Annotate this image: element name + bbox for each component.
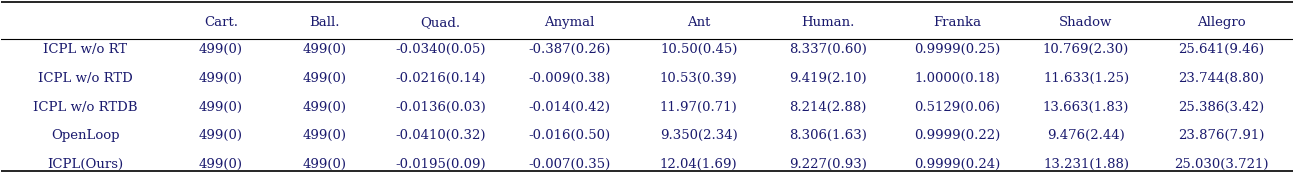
Text: OpenLoop: OpenLoop: [50, 129, 119, 142]
Text: 1.0000(0.18): 1.0000(0.18): [914, 72, 1000, 85]
Text: ICPL w/o RTD: ICPL w/o RTD: [38, 72, 133, 85]
Text: Shadow: Shadow: [1060, 16, 1113, 29]
Text: 9.350(2.34): 9.350(2.34): [660, 129, 738, 142]
Text: -0.007(0.35): -0.007(0.35): [528, 158, 611, 171]
Text: 11.97(0.71): 11.97(0.71): [660, 100, 738, 114]
Text: 499(0): 499(0): [303, 43, 347, 56]
Text: Allegro: Allegro: [1197, 16, 1246, 29]
Text: 499(0): 499(0): [199, 129, 243, 142]
Text: 9.476(2.44): 9.476(2.44): [1047, 129, 1124, 142]
Text: 11.633(1.25): 11.633(1.25): [1043, 72, 1130, 85]
Text: 499(0): 499(0): [199, 100, 243, 114]
Text: 8.337(0.60): 8.337(0.60): [789, 43, 867, 56]
Text: -0.0340(0.05): -0.0340(0.05): [395, 43, 485, 56]
Text: Anymal: Anymal: [545, 16, 595, 29]
Text: 499(0): 499(0): [303, 158, 347, 171]
Text: ICPL w/o RT: ICPL w/o RT: [43, 43, 127, 56]
Text: -0.0136(0.03): -0.0136(0.03): [395, 100, 485, 114]
Text: 8.306(1.63): 8.306(1.63): [789, 129, 867, 142]
Text: -0.009(0.38): -0.009(0.38): [528, 72, 611, 85]
Text: -0.014(0.42): -0.014(0.42): [528, 100, 611, 114]
Text: 0.5129(0.06): 0.5129(0.06): [914, 100, 1000, 114]
Text: 13.231(1.88): 13.231(1.88): [1043, 158, 1130, 171]
Text: Quad.: Quad.: [421, 16, 461, 29]
Text: 25.030(3.721): 25.030(3.721): [1175, 158, 1269, 171]
Text: -0.0195(0.09): -0.0195(0.09): [395, 158, 485, 171]
Text: 23.876(7.91): 23.876(7.91): [1179, 129, 1264, 142]
Text: ICPL w/o RTDB: ICPL w/o RTDB: [34, 100, 137, 114]
Text: 499(0): 499(0): [199, 43, 243, 56]
Text: 10.53(0.39): 10.53(0.39): [660, 72, 738, 85]
Text: Ant: Ant: [687, 16, 710, 29]
Text: ICPL(Ours): ICPL(Ours): [48, 158, 123, 171]
Text: 499(0): 499(0): [303, 100, 347, 114]
Text: 8.214(2.88): 8.214(2.88): [789, 100, 867, 114]
Text: 499(0): 499(0): [199, 72, 243, 85]
Text: 25.641(9.46): 25.641(9.46): [1179, 43, 1264, 56]
Text: -0.0410(0.32): -0.0410(0.32): [395, 129, 485, 142]
Text: 9.227(0.93): 9.227(0.93): [789, 158, 867, 171]
Text: 12.04(1.69): 12.04(1.69): [660, 158, 738, 171]
Text: 9.419(2.10): 9.419(2.10): [789, 72, 867, 85]
Text: 499(0): 499(0): [199, 158, 243, 171]
Text: -0.387(0.26): -0.387(0.26): [528, 43, 611, 56]
Text: 10.50(0.45): 10.50(0.45): [660, 43, 738, 56]
Text: 10.769(2.30): 10.769(2.30): [1043, 43, 1130, 56]
Text: 0.9999(0.24): 0.9999(0.24): [914, 158, 1000, 171]
Text: 13.663(1.83): 13.663(1.83): [1043, 100, 1130, 114]
Text: 0.9999(0.22): 0.9999(0.22): [914, 129, 1000, 142]
Text: 499(0): 499(0): [303, 72, 347, 85]
Text: 23.744(8.80): 23.744(8.80): [1179, 72, 1264, 85]
Text: Ball.: Ball.: [309, 16, 339, 29]
Text: 499(0): 499(0): [303, 129, 347, 142]
Text: -0.016(0.50): -0.016(0.50): [528, 129, 611, 142]
Text: -0.0216(0.14): -0.0216(0.14): [395, 72, 485, 85]
Text: Human.: Human.: [801, 16, 854, 29]
Text: 25.386(3.42): 25.386(3.42): [1179, 100, 1264, 114]
Text: Franka: Franka: [933, 16, 981, 29]
Text: Cart.: Cart.: [204, 16, 238, 29]
Text: 0.9999(0.25): 0.9999(0.25): [914, 43, 1000, 56]
